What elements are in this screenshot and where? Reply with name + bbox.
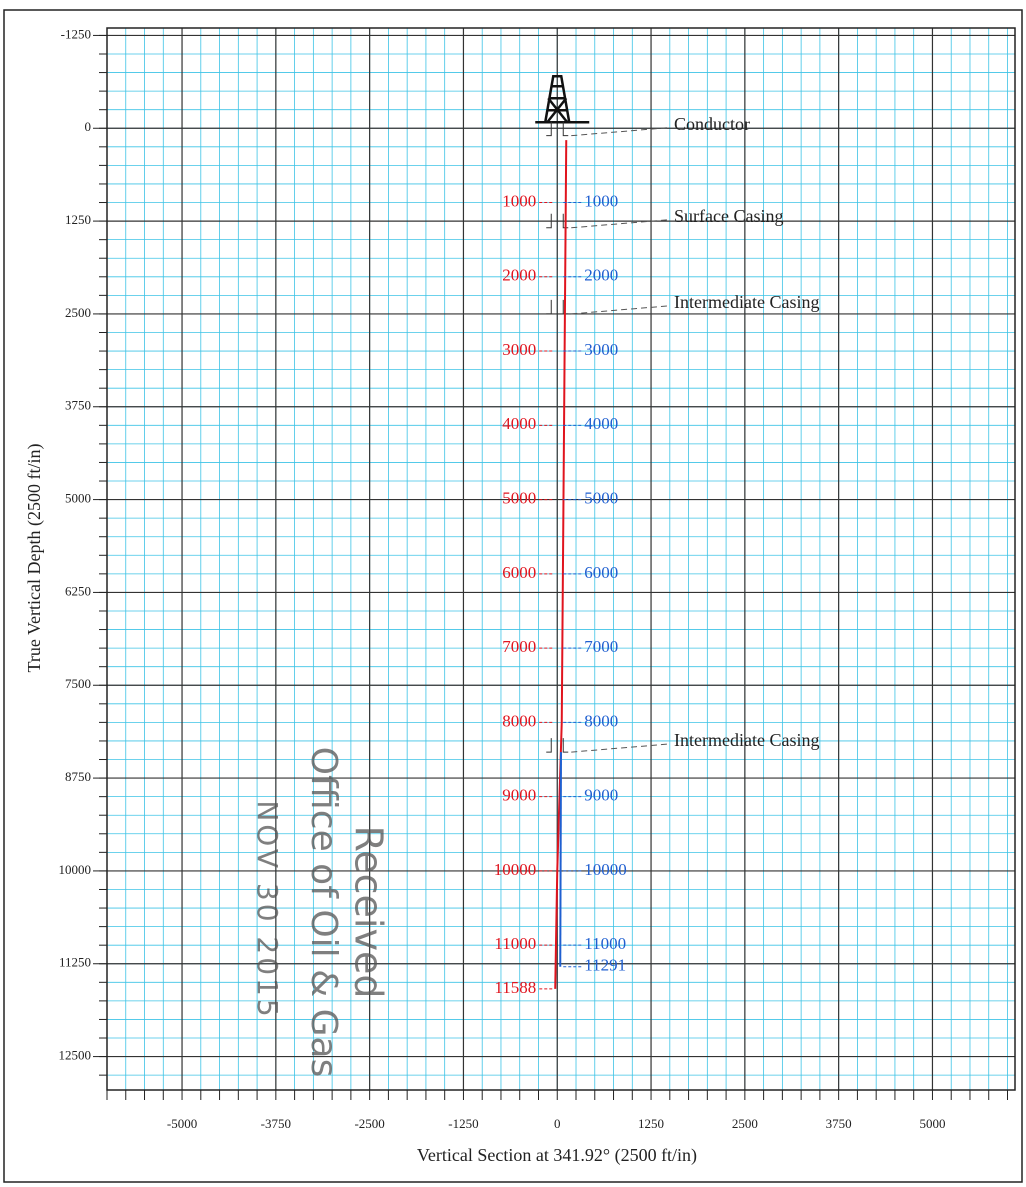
- x-tick-label: 5000: [919, 1116, 945, 1131]
- page-frame: [3, 9, 1023, 1183]
- stamp-line: Office of Oil & Gas: [303, 747, 344, 1078]
- depth-label: 1000: [584, 191, 618, 210]
- leader-line: [571, 219, 669, 229]
- depth-label: 9000: [584, 786, 618, 805]
- well-path: [559, 752, 562, 967]
- y-tick-label: 1250: [65, 212, 91, 227]
- y-tick-label: 2500: [65, 305, 91, 320]
- depth-label: 6000: [584, 563, 618, 582]
- depth-label: 7000: [502, 637, 536, 656]
- leader-line: [571, 127, 669, 137]
- y-tick-label: 5000: [65, 491, 91, 506]
- x-axis-title: Vertical Section at 341.92° (2500 ft/in): [417, 1145, 697, 1166]
- y-tick-label: 12500: [59, 1048, 92, 1063]
- stamp-line: Received: [347, 826, 391, 999]
- depth-label: 3000: [502, 340, 536, 359]
- depth-label: 9000: [502, 786, 536, 805]
- casing-shoe: [546, 738, 569, 753]
- x-tick-label: 1250: [638, 1116, 664, 1131]
- depth-label: 8000: [502, 711, 536, 730]
- depth-label: 7000: [584, 637, 618, 656]
- depth-label: 3000: [584, 340, 618, 359]
- depth-label: 4000: [502, 414, 536, 433]
- x-tick-label: 0: [554, 1116, 561, 1131]
- y-tick-label: 8750: [65, 769, 91, 784]
- y-tick-label: 6250: [65, 583, 91, 598]
- depth-label: 10000: [584, 860, 627, 879]
- depth-label: 11291: [584, 956, 626, 975]
- depth-label: 2000: [584, 266, 618, 285]
- annotation: Intermediate Casing: [674, 292, 819, 312]
- casing-shoe: [546, 121, 569, 137]
- depth-label: 4000: [584, 414, 618, 433]
- y-tick-label: -1250: [61, 26, 91, 41]
- stamp-line: NOV 30 2015: [251, 800, 284, 1019]
- x-tick-label: -3750: [261, 1116, 291, 1131]
- stamp: Received Office of Oil & Gas NOV 30 2015: [251, 747, 391, 1078]
- casing-shoe: [546, 213, 569, 229]
- depth-label: 11000: [494, 934, 536, 953]
- y-tick-label: 11250: [59, 955, 91, 970]
- casing-shoe: [546, 299, 569, 315]
- depth-label: 11000: [584, 934, 626, 953]
- y-axis-title: True Vertical Depth (2500 ft/in): [24, 444, 45, 673]
- y-tick-label: 0: [85, 119, 92, 134]
- well-path: [554, 140, 568, 989]
- leader-line: [571, 305, 669, 315]
- y-tick-label: 10000: [59, 862, 92, 877]
- annotation: Intermediate Casing: [674, 730, 819, 750]
- depth-label: 11588: [494, 978, 536, 997]
- x-tick-label: -2500: [354, 1116, 384, 1131]
- depth-label: 1000: [502, 191, 536, 210]
- x-tick-label: -1250: [448, 1116, 478, 1131]
- rig-icon: [535, 75, 590, 124]
- x-tick-label: -5000: [167, 1116, 197, 1131]
- annotation: Conductor: [674, 114, 750, 134]
- depth-label: 2000: [502, 266, 536, 285]
- depth-label: 5000: [502, 488, 536, 507]
- plot-frame: [106, 27, 1016, 1091]
- depth-label: 6000: [502, 563, 536, 582]
- depth-label: 5000: [584, 488, 618, 507]
- annotation: Surface Casing: [674, 206, 783, 226]
- x-tick-label: 3750: [826, 1116, 852, 1131]
- y-tick-label: 3750: [65, 398, 91, 413]
- depth-label: 8000: [584, 711, 618, 730]
- depth-label: 10000: [494, 860, 537, 879]
- leader-line: [571, 743, 669, 753]
- y-tick-label: 7500: [65, 676, 91, 691]
- x-tick-label: 2500: [732, 1116, 758, 1131]
- grid: [106, 28, 1015, 1090]
